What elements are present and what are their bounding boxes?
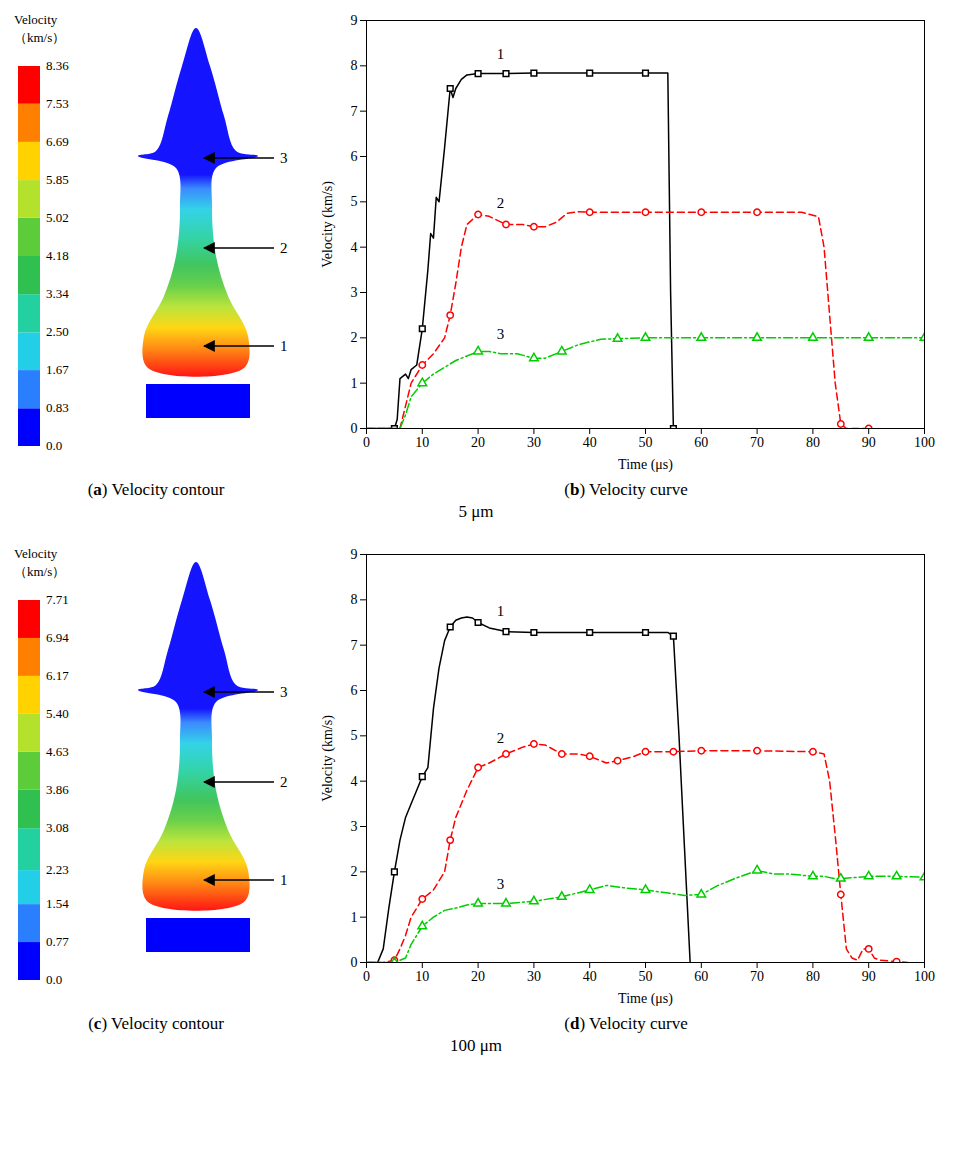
svg-text:2: 2 (280, 774, 288, 790)
svg-text:2: 2 (280, 240, 288, 256)
svg-text:6: 6 (351, 149, 358, 164)
svg-text:1: 1 (280, 338, 288, 354)
svg-text:1: 1 (351, 910, 358, 925)
svg-text:0: 0 (363, 435, 370, 450)
svg-text:6: 6 (351, 683, 358, 698)
html-text:(c) Velocity contour: (c) Velocity contour (88, 1014, 224, 1033)
html-text:5 μm: 5 μm (458, 502, 494, 521)
svg-text:（km/s）: （km/s） (14, 564, 65, 579)
svg-text:30: 30 (527, 435, 541, 450)
svg-text:5.85: 5.85 (46, 172, 69, 187)
svg-text:1.54: 1.54 (46, 896, 69, 911)
svg-text:50: 50 (639, 969, 653, 984)
svg-text:0.0: 0.0 (46, 972, 62, 987)
svg-text:1: 1 (497, 46, 505, 62)
svg-text:3.08: 3.08 (46, 820, 69, 835)
svg-text:3.34: 3.34 (46, 286, 69, 301)
svg-text:60: 60 (694, 435, 708, 450)
svg-text:0: 0 (351, 955, 358, 970)
svg-text:6.17: 6.17 (46, 668, 69, 683)
svg-text:3: 3 (497, 326, 505, 342)
svg-text:0.77: 0.77 (46, 934, 69, 949)
svg-text:1.67: 1.67 (46, 362, 69, 377)
svg-text:Time (μs): Time (μs) (618, 991, 673, 1007)
svg-text:40: 40 (583, 969, 597, 984)
svg-text:7.53: 7.53 (46, 96, 69, 111)
svg-text:40: 40 (583, 435, 597, 450)
svg-text:3: 3 (351, 819, 358, 834)
svg-text:2: 2 (497, 195, 505, 211)
svg-text:3: 3 (280, 684, 288, 700)
svg-text:0.0: 0.0 (46, 438, 62, 453)
svg-text:3.86: 3.86 (46, 782, 69, 797)
svg-text:1: 1 (497, 603, 505, 619)
svg-text:Velocity: Velocity (14, 546, 58, 561)
svg-text:100: 100 (914, 435, 935, 450)
svg-text:0: 0 (351, 421, 358, 436)
svg-text:5: 5 (351, 728, 358, 743)
svg-text:Velocity (km/s): Velocity (km/s) (320, 181, 336, 268)
svg-text:2.23: 2.23 (46, 862, 69, 877)
svg-text:4.18: 4.18 (46, 248, 69, 263)
svg-text:1: 1 (280, 872, 288, 888)
svg-text:90: 90 (862, 435, 876, 450)
svg-text:3: 3 (497, 876, 505, 892)
html-text:(a) Velocity contour: (a) Velocity contour (87, 480, 225, 499)
svg-text:3: 3 (351, 285, 358, 300)
svg-text:4.63: 4.63 (46, 744, 69, 759)
svg-text:9: 9 (351, 547, 358, 562)
svg-text:0.83: 0.83 (46, 400, 69, 415)
html-text:(d) Velocity curve: (d) Velocity curve (564, 1014, 688, 1033)
svg-text:80: 80 (806, 435, 820, 450)
svg-text:6.69: 6.69 (46, 134, 69, 149)
svg-text:2: 2 (351, 330, 358, 345)
svg-text:（km/s）: （km/s） (14, 30, 65, 45)
svg-text:80: 80 (806, 969, 820, 984)
svg-text:100: 100 (914, 969, 935, 984)
svg-text:8.36: 8.36 (46, 58, 69, 73)
svg-text:90: 90 (862, 969, 876, 984)
html-text:100 μm: 100 μm (450, 1036, 502, 1055)
svg-text:0: 0 (363, 969, 370, 984)
svg-text:7: 7 (351, 104, 358, 119)
svg-text:3: 3 (280, 150, 288, 166)
svg-text:2.50: 2.50 (46, 324, 69, 339)
svg-text:60: 60 (694, 969, 708, 984)
svg-text:10: 10 (415, 969, 429, 984)
svg-text:50: 50 (639, 435, 653, 450)
svg-text:4: 4 (351, 774, 358, 789)
svg-text:20: 20 (471, 969, 485, 984)
svg-text:2: 2 (351, 864, 358, 879)
svg-text:30: 30 (527, 969, 541, 984)
svg-text:Velocity: Velocity (14, 12, 58, 27)
html-text:(b) Velocity curve: (b) Velocity curve (564, 480, 688, 499)
svg-text:5: 5 (351, 194, 358, 209)
svg-text:2: 2 (497, 730, 505, 746)
svg-text:6.94: 6.94 (46, 630, 69, 645)
svg-text:Time (μs): Time (μs) (618, 457, 673, 473)
svg-text:20: 20 (471, 435, 485, 450)
svg-text:5.40: 5.40 (46, 706, 69, 721)
svg-text:7.71: 7.71 (46, 592, 69, 607)
svg-text:70: 70 (750, 969, 764, 984)
svg-text:7: 7 (351, 638, 358, 653)
svg-text:9: 9 (351, 13, 358, 28)
svg-text:8: 8 (351, 58, 358, 73)
svg-text:4: 4 (351, 240, 358, 255)
svg-text:Velocity (km/s): Velocity (km/s) (320, 715, 336, 802)
svg-text:70: 70 (750, 435, 764, 450)
svg-text:1: 1 (351, 376, 358, 391)
svg-text:8: 8 (351, 592, 358, 607)
svg-text:10: 10 (415, 435, 429, 450)
svg-text:5.02: 5.02 (46, 210, 69, 225)
